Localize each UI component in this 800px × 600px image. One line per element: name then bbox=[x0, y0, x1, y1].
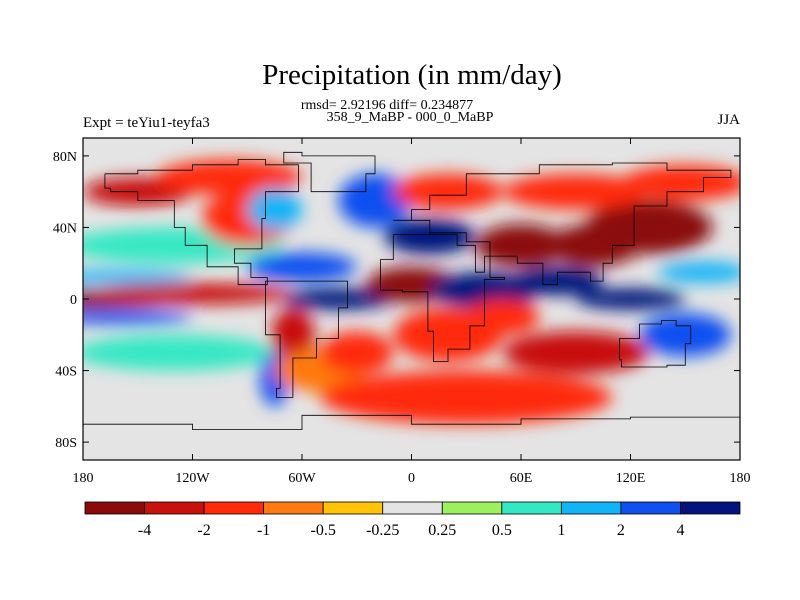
colorbar-label: 0.5 bbox=[492, 522, 512, 539]
colorbar-swatch-0 bbox=[84, 501, 145, 515]
x-tick-label: 0 bbox=[408, 471, 415, 486]
field-anomaly-24 bbox=[584, 200, 713, 255]
field-anomaly-3 bbox=[83, 309, 193, 325]
colorbar-label: 2 bbox=[617, 522, 625, 539]
x-tick-label: 120W bbox=[175, 471, 210, 486]
y-tick-label: 0 bbox=[70, 293, 77, 308]
colorbar-swatch-4 bbox=[322, 501, 384, 515]
x-axis: 180 120W 60W 0 60E 120E 180 bbox=[73, 138, 751, 486]
field-anomaly-26 bbox=[639, 313, 731, 357]
colorbar-label: -0.5 bbox=[311, 522, 336, 539]
chart-subtitle-experiments: 358_9_MaBP - 000_0_MaBP bbox=[327, 110, 494, 125]
coastline-segment-4 bbox=[619, 320, 692, 368]
field-anomaly-9 bbox=[247, 188, 302, 232]
y-tick-label: 80S bbox=[55, 436, 77, 451]
colorbar-swatch-5 bbox=[382, 501, 443, 515]
field-anomaly-29 bbox=[621, 164, 740, 201]
field-anomaly-10 bbox=[247, 252, 357, 282]
y-tick-label: 40N bbox=[53, 221, 77, 236]
field-anomaly-12 bbox=[270, 307, 315, 362]
field-anomaly-32 bbox=[657, 261, 740, 283]
x-tick-label: 180 bbox=[730, 471, 751, 486]
field-anomaly-16 bbox=[338, 173, 412, 228]
field-anomaly-17 bbox=[384, 218, 476, 255]
y-tick-label: 80N bbox=[53, 150, 77, 165]
colorbar-swatch-1 bbox=[144, 501, 205, 515]
colorbar-swatch-7 bbox=[501, 501, 562, 515]
coastline-segment-5 bbox=[83, 414, 740, 430]
colorbar-swatch-9 bbox=[620, 501, 681, 515]
field-anomaly-2 bbox=[83, 270, 193, 285]
field-anomaly-15 bbox=[320, 331, 394, 375]
field-anomaly-25 bbox=[575, 288, 686, 310]
field-anomaly-5 bbox=[83, 334, 275, 371]
field-anomaly-28 bbox=[320, 370, 613, 425]
field-anomaly-11 bbox=[283, 288, 394, 310]
colorbar-label: -4 bbox=[138, 522, 151, 539]
coastline-segment-3 bbox=[393, 162, 732, 286]
coastlines bbox=[83, 151, 740, 430]
field-anomaly-30 bbox=[502, 173, 649, 210]
colorbar-label: 0.25 bbox=[428, 522, 456, 539]
colorbar-swatch-3 bbox=[263, 501, 324, 515]
coastline-segment-2 bbox=[380, 232, 505, 362]
field-anomaly-33 bbox=[466, 299, 540, 335]
heatmap-plot-area bbox=[82, 137, 741, 461]
x-tick-label: 120E bbox=[616, 471, 646, 486]
field-anomaly-31 bbox=[393, 173, 503, 210]
colorbar-label: -0.25 bbox=[366, 522, 399, 539]
colorbar: -4 -2 -1 -0.5 -0.25 0.25 0.5 1 2 4 bbox=[84, 501, 741, 539]
colorbar-label: 1 bbox=[557, 522, 565, 539]
experiment-label: Expt = teYiu1-teyfa3 bbox=[83, 115, 210, 131]
x-tick-label: 180 bbox=[73, 471, 94, 486]
coastline-segment-6 bbox=[283, 151, 376, 193]
x-tick-label: 60W bbox=[288, 471, 316, 486]
y-tick-label: 40S bbox=[55, 365, 77, 380]
colorbar-swatch-6 bbox=[441, 501, 503, 515]
colorbar-swatch-2 bbox=[203, 501, 265, 515]
season-label: JJA bbox=[717, 112, 740, 128]
x-tick-label: 60E bbox=[510, 471, 533, 486]
y-axis: 80N 40N 0 40S 80S bbox=[53, 150, 740, 451]
field-anomaly-1 bbox=[92, 282, 293, 305]
coastline-segment-0 bbox=[104, 159, 299, 286]
chart-subtitle-rmsd: rmsd= 2.92196 diff= 0.234877 bbox=[301, 98, 473, 113]
colorbar-swatch-10 bbox=[680, 501, 741, 515]
coastline-segment-1 bbox=[265, 280, 348, 398]
colorbar-label: -2 bbox=[197, 522, 210, 539]
colorbar-label: -1 bbox=[257, 522, 270, 539]
colorbar-swatch-8 bbox=[560, 501, 622, 515]
colorbar-label: 4 bbox=[676, 522, 684, 539]
field-anomaly-27 bbox=[502, 331, 649, 375]
chart-title: Precipitation (in mm/day) bbox=[262, 59, 562, 91]
